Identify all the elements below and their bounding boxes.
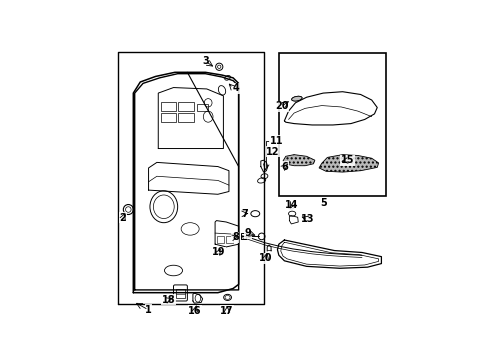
- Text: 19: 19: [212, 247, 225, 257]
- Text: 15: 15: [341, 156, 354, 166]
- Text: 12: 12: [267, 147, 280, 157]
- Text: 6: 6: [282, 162, 288, 172]
- Text: 5: 5: [320, 198, 326, 208]
- Text: 8: 8: [232, 232, 239, 242]
- Bar: [161, 113, 176, 122]
- Bar: [217, 236, 224, 243]
- Text: 18: 18: [162, 294, 175, 305]
- Text: 9: 9: [245, 228, 252, 238]
- Polygon shape: [319, 155, 379, 172]
- Text: 14: 14: [285, 199, 299, 210]
- Text: 2: 2: [120, 213, 126, 223]
- Text: 17: 17: [220, 306, 234, 316]
- Bar: [225, 236, 233, 243]
- Bar: [197, 104, 208, 111]
- Bar: [161, 102, 176, 111]
- Bar: [178, 102, 194, 111]
- Bar: [242, 233, 246, 239]
- Ellipse shape: [292, 96, 302, 101]
- Bar: [178, 113, 194, 122]
- Polygon shape: [283, 155, 315, 166]
- Text: 11: 11: [270, 136, 283, 146]
- Text: 1: 1: [145, 305, 152, 315]
- Text: 10: 10: [259, 253, 272, 263]
- Text: 4: 4: [233, 83, 240, 93]
- Text: 16: 16: [188, 306, 202, 316]
- Text: 13: 13: [301, 214, 315, 224]
- Bar: [279, 53, 386, 195]
- Text: 3: 3: [202, 56, 209, 66]
- Text: 7: 7: [242, 209, 248, 219]
- Text: 20: 20: [275, 102, 289, 111]
- Bar: [176, 289, 185, 298]
